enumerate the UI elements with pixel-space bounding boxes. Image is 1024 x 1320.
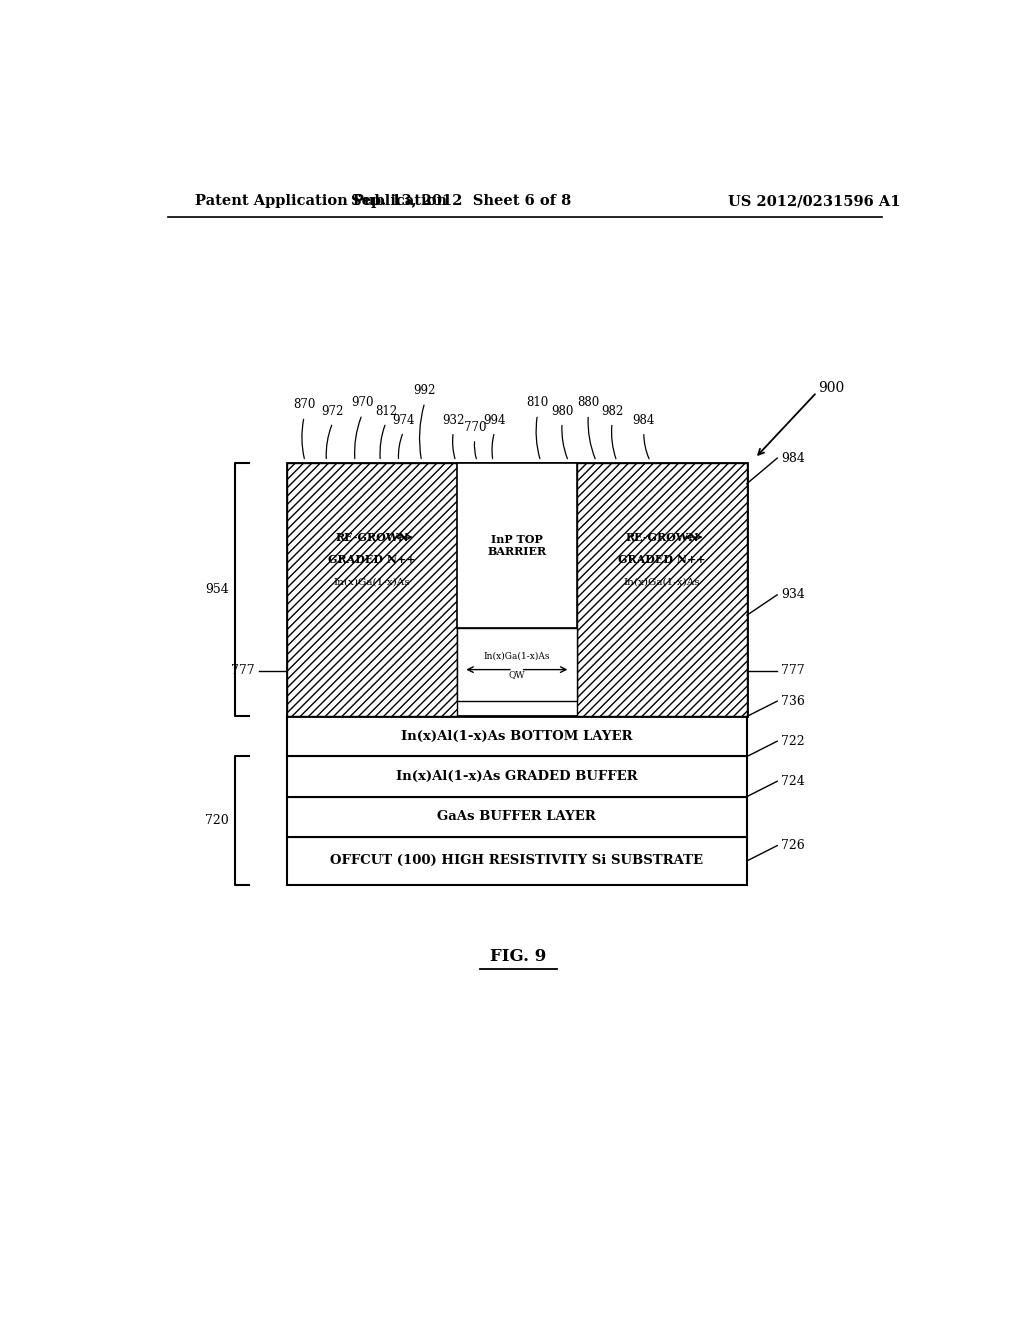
Text: GRADED N++: GRADED N++	[328, 554, 416, 565]
Text: 812: 812	[375, 405, 397, 417]
Text: OFFCUT (100) HIGH RESISTIVITY Si SUBSTRATE: OFFCUT (100) HIGH RESISTIVITY Si SUBSTRA…	[331, 854, 703, 867]
Text: GaAs BUFFER LAYER: GaAs BUFFER LAYER	[437, 810, 596, 824]
Text: 722: 722	[781, 735, 805, 747]
Text: Patent Application Publication: Patent Application Publication	[196, 194, 447, 209]
Text: 900: 900	[818, 381, 845, 395]
Text: FIG. 9: FIG. 9	[490, 948, 547, 965]
Bar	[287, 463, 748, 717]
Text: 777: 777	[781, 664, 805, 677]
Text: 980: 980	[551, 405, 573, 417]
Text: InP TOP
BARRIER: InP TOP BARRIER	[487, 533, 547, 557]
Text: 954: 954	[205, 583, 228, 597]
Text: 720: 720	[205, 814, 228, 828]
Text: In(x)Ga(1-x)As: In(x)Ga(1-x)As	[624, 577, 700, 586]
Text: 777: 777	[231, 664, 255, 677]
Text: 984: 984	[781, 451, 805, 465]
Text: 994: 994	[483, 413, 506, 426]
Text: 724: 724	[781, 775, 805, 788]
Text: 736: 736	[781, 694, 805, 708]
Text: 932: 932	[442, 413, 465, 426]
Bar	[287, 463, 457, 717]
Text: 992: 992	[414, 384, 436, 397]
Text: GRADED N++: GRADED N++	[618, 554, 706, 565]
Text: In(x)Al(1-x)As GRADED BUFFER: In(x)Al(1-x)As GRADED BUFFER	[396, 770, 638, 783]
Text: RE-GROWN: RE-GROWN	[625, 532, 698, 543]
Text: RE-GROWN: RE-GROWN	[335, 532, 409, 543]
Text: In(x)Al(1-x)As BOTTOM LAYER: In(x)Al(1-x)As BOTTOM LAYER	[401, 730, 633, 743]
Text: 870: 870	[293, 399, 315, 412]
Text: 970: 970	[351, 396, 374, 409]
Bar	[457, 463, 577, 628]
Text: In(x)Ga(1-x)As: In(x)Ga(1-x)As	[334, 577, 411, 586]
Text: 934: 934	[781, 589, 805, 602]
Bar	[287, 796, 748, 837]
Text: 770: 770	[464, 421, 486, 434]
Text: 974: 974	[392, 413, 415, 426]
Text: QW: QW	[509, 671, 525, 680]
Text: Sep. 13, 2012  Sheet 6 of 8: Sep. 13, 2012 Sheet 6 of 8	[351, 194, 571, 209]
Bar	[287, 717, 748, 756]
Bar	[287, 837, 748, 886]
Text: 984: 984	[633, 413, 655, 426]
Text: US 2012/0231596 A1: US 2012/0231596 A1	[728, 194, 901, 209]
Text: In(x)Ga(1-x)As: In(x)Ga(1-x)As	[483, 652, 550, 661]
Bar	[577, 463, 748, 717]
Text: 880: 880	[578, 396, 599, 409]
Text: 982: 982	[601, 405, 624, 417]
Text: 810: 810	[526, 396, 549, 409]
Text: 972: 972	[322, 405, 344, 417]
Text: 726: 726	[781, 840, 805, 853]
Bar	[457, 628, 577, 701]
Bar	[287, 756, 748, 796]
